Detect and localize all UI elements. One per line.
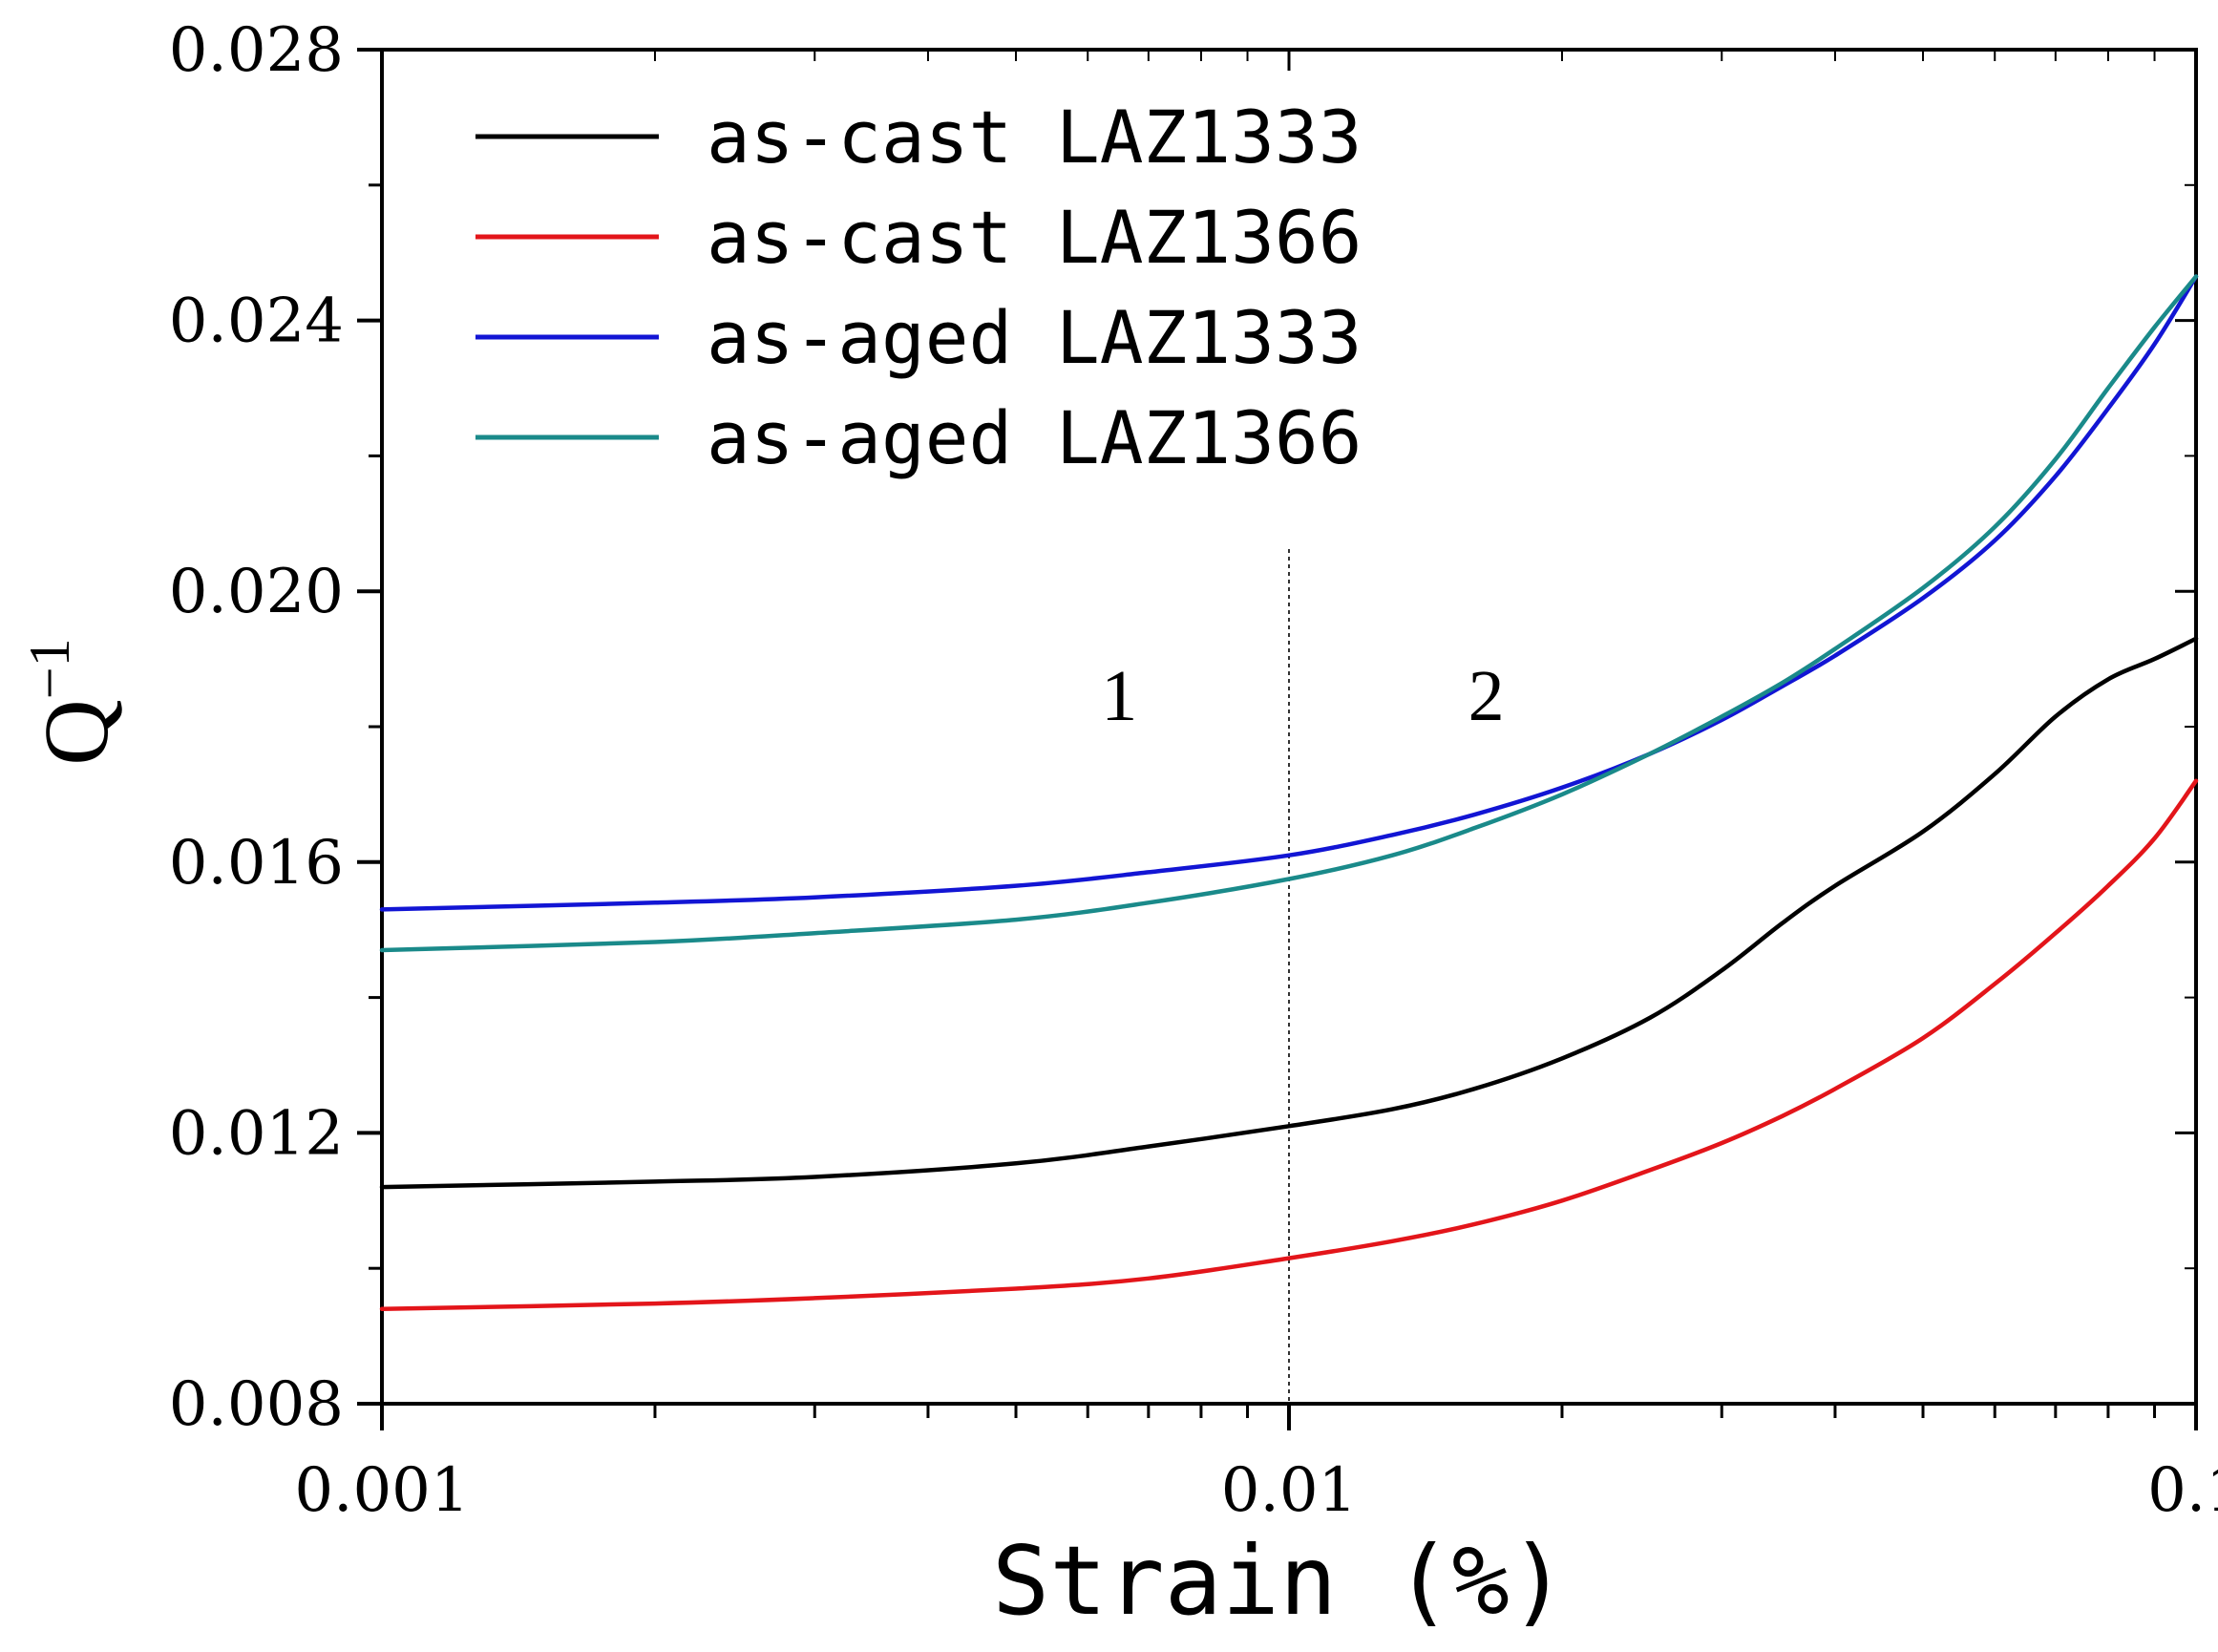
legend-label-2: as-cast LAZ1366 xyxy=(707,195,1362,280)
x-tick-label: 0.1 xyxy=(2147,1455,2218,1526)
series-line-3 xyxy=(379,274,2199,912)
y-axis-label-superscript: −1 xyxy=(18,638,81,699)
region-label: 2 xyxy=(1468,656,1505,736)
legend-label-1: as-cast LAZ1333 xyxy=(707,95,1362,180)
label-layer: 0.008 0.012 0.016 0.020 0.024 0.028 0.001 0.01 0… xyxy=(169,15,2218,1526)
axes-layer xyxy=(357,48,2198,1430)
y-tick-label: 0.016 xyxy=(169,828,344,899)
series-line-1 xyxy=(379,636,2199,1190)
x-tick-label: 0.001 xyxy=(294,1455,469,1526)
series-line-4 xyxy=(379,274,2199,953)
y-tick-label: 0.020 xyxy=(169,557,344,627)
y-tick-label: 0.012 xyxy=(169,1098,344,1169)
legend-label-4: as-aged LAZ1366 xyxy=(707,395,1362,480)
region-label: 1 xyxy=(1101,656,1137,736)
x-axis-label: Strain (%) xyxy=(992,1525,1567,1637)
x-tick-label: 0.01 xyxy=(1221,1455,1358,1526)
y-axis-label-main: Q xyxy=(25,699,127,765)
series-line-2 xyxy=(379,778,2199,1311)
y-tick-label: 0.008 xyxy=(169,1369,344,1440)
legend-label-3: as-aged LAZ1333 xyxy=(707,295,1362,380)
series-layer xyxy=(379,274,2199,1311)
y-tick-label: 0.028 xyxy=(169,15,344,86)
y-tick-label: 0.024 xyxy=(169,286,344,357)
y-axis-label: Q−1 xyxy=(18,638,127,765)
